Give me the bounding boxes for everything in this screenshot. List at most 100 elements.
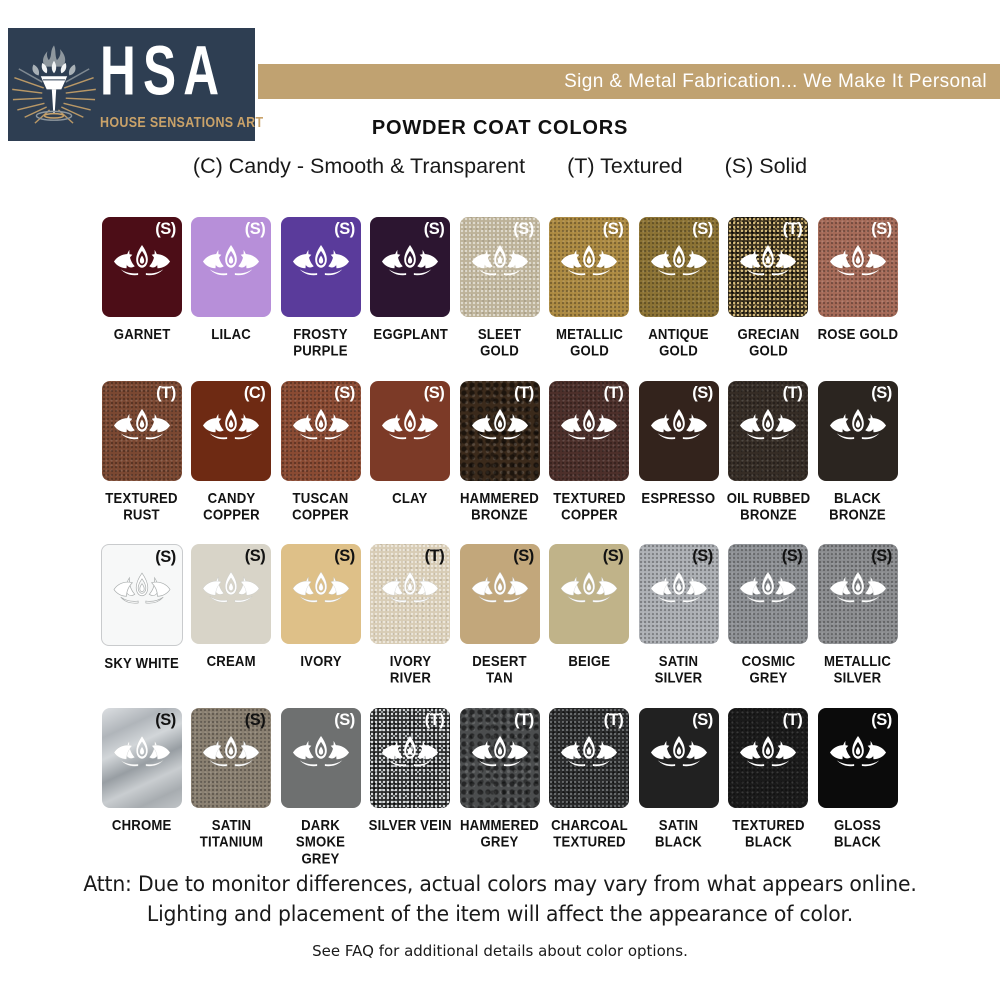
lotus-icon	[471, 735, 528, 766]
swatch-cell: (T) HAMMERED GREY	[455, 707, 545, 872]
swatch-name: CHARCOAL TEXTURED	[550, 815, 628, 850]
finish-code-badge: (T)	[514, 383, 534, 402]
swatch-cell: (T) TEXTURED COPPER	[545, 380, 635, 545]
finish-code-badge: (S)	[155, 220, 176, 238]
swatch-tile: (S)	[280, 707, 361, 808]
swatch-tile: (S)	[728, 544, 809, 644]
finish-code-badge: (S)	[423, 383, 445, 402]
swatch-tile: (S)	[101, 217, 182, 317]
lotus-icon	[471, 245, 528, 276]
swatch-name: TUSCAN COPPER	[292, 488, 350, 523]
swatch-name: OIL RUBBED BRONZE	[726, 488, 811, 523]
finish-code-badge: (S)	[602, 220, 624, 238]
swatch-tile: (T)	[728, 380, 809, 481]
swatch-cell: (S) CREAM	[187, 544, 277, 708]
lotus-icon	[740, 735, 797, 766]
lotus-icon	[561, 408, 618, 439]
swatch-tile: (S)	[101, 707, 182, 808]
lotus-icon	[829, 408, 886, 439]
lotus-icon	[471, 408, 528, 439]
swatch-name: SILVER VEIN	[368, 815, 452, 833]
logo-name: HOUSE SENSATIONS ART	[100, 114, 264, 131]
finish-code-badge: (T)	[603, 383, 624, 402]
lotus-icon	[829, 245, 886, 276]
swatch-tile: (T)	[728, 217, 809, 317]
swatch-cell: (S) SLEET GOLD	[455, 217, 545, 381]
finish-code-badge: (T)	[424, 547, 445, 565]
finish-code-badge: (S)	[155, 548, 176, 566]
swatch-name: FROSTY PURPLE	[293, 325, 349, 360]
lotus-icon	[561, 571, 618, 603]
legend-candy: (C) Candy - Smooth & Transparent	[192, 154, 526, 178]
torch-lotus-icon	[12, 44, 96, 124]
lotus-icon	[829, 571, 886, 603]
swatch-cell: (S) EGGPLANT	[366, 217, 456, 381]
swatch-name: CLAY	[392, 488, 428, 506]
swatch-cell: (T) IVORY RIVER	[366, 544, 456, 708]
swatch-grid: (S) GARNET (S)	[97, 217, 903, 871]
lotus-icon	[650, 408, 707, 439]
lotus-icon	[203, 408, 260, 439]
swatch-cell: (S) CHROME	[97, 707, 187, 872]
finish-code-badge: (T)	[603, 710, 624, 729]
swatch-cell: (T) CHARCOAL TEXTURED	[545, 707, 635, 872]
lotus-icon	[740, 245, 797, 276]
swatch-name: EGGPLANT	[372, 325, 448, 342]
swatch-name: METALLIC SILVER	[824, 652, 892, 687]
swatch-name: GLOSS BLACK	[834, 815, 882, 850]
swatch-tile: (S)	[459, 544, 540, 644]
lotus-icon	[292, 571, 349, 603]
finish-code-badge: (T)	[782, 710, 803, 729]
swatch-name: SATIN TITANIUM	[199, 815, 263, 850]
lotus-icon	[740, 408, 797, 439]
swatch-tile: (S)	[638, 217, 719, 317]
swatch-tile: (T)	[459, 707, 540, 808]
swatch-tile: (S)	[280, 544, 361, 644]
finish-code-badge: (S)	[692, 383, 713, 402]
tagline-banner: Sign & Metal Fabrication... We Make It P…	[258, 64, 1000, 99]
swatch-name: CREAM	[206, 652, 256, 669]
swatch-cell: (S) METALLIC GOLD	[545, 217, 635, 381]
lotus-icon	[113, 572, 171, 604]
swatch-tile: (T)	[101, 380, 182, 481]
swatch-tile: (S)	[638, 707, 719, 808]
swatch-tile: (S)	[459, 217, 540, 317]
finish-code-badge: (S)	[602, 547, 624, 565]
finish-code-badge: (S)	[155, 710, 176, 729]
lotus-icon	[203, 571, 260, 603]
swatch-tile: (T)	[728, 707, 809, 808]
swatch-cell: (S) SATIN BLACK	[634, 707, 724, 872]
swatch-name: CHROME	[111, 815, 172, 833]
swatch-tile: (S)	[817, 380, 898, 481]
finish-code-badge: (S)	[244, 220, 266, 238]
lotus-icon	[561, 735, 618, 766]
swatch-tile: (S)	[549, 544, 630, 644]
finish-code-badge: (S)	[334, 383, 355, 402]
swatch-name: DARK SMOKE GREY	[296, 815, 346, 867]
lotus-icon	[113, 408, 170, 439]
swatch-cell: (S) ROSE GOLD	[813, 217, 903, 381]
finish-code-badge: (S)	[334, 710, 355, 729]
swatch-cell: (S) CLAY	[366, 380, 456, 545]
swatch-cell: (T) HAMMERED BRONZE	[455, 380, 545, 545]
swatch-tile: (T)	[370, 707, 451, 808]
swatch-tile: (S)	[191, 217, 272, 317]
swatch-name: GARNET	[113, 325, 171, 342]
swatch-cell: (T) TEXTURED BLACK	[724, 707, 814, 872]
swatch-tile: (T)	[549, 380, 630, 481]
swatch-name: ANTIQUE GOLD	[648, 325, 710, 360]
finish-code-badge: (S)	[244, 710, 266, 729]
lotus-icon	[650, 735, 707, 766]
finish-code-badge: (S)	[423, 220, 445, 238]
swatch-name: SKY WHITE	[104, 654, 180, 671]
swatch-cell: (C) CANDY COPPER	[187, 380, 277, 545]
finish-code-badge: (S)	[334, 220, 355, 238]
swatch-name: TEXTURED BLACK	[732, 815, 805, 850]
swatch-tile: (T)	[549, 707, 630, 808]
swatch-name: BEIGE	[568, 652, 611, 669]
swatch-tile: (S)	[191, 707, 272, 808]
swatch-tile: (S)	[280, 380, 361, 481]
finish-code-badge: (S)	[781, 547, 803, 565]
swatch-name: IVORY	[300, 652, 342, 669]
